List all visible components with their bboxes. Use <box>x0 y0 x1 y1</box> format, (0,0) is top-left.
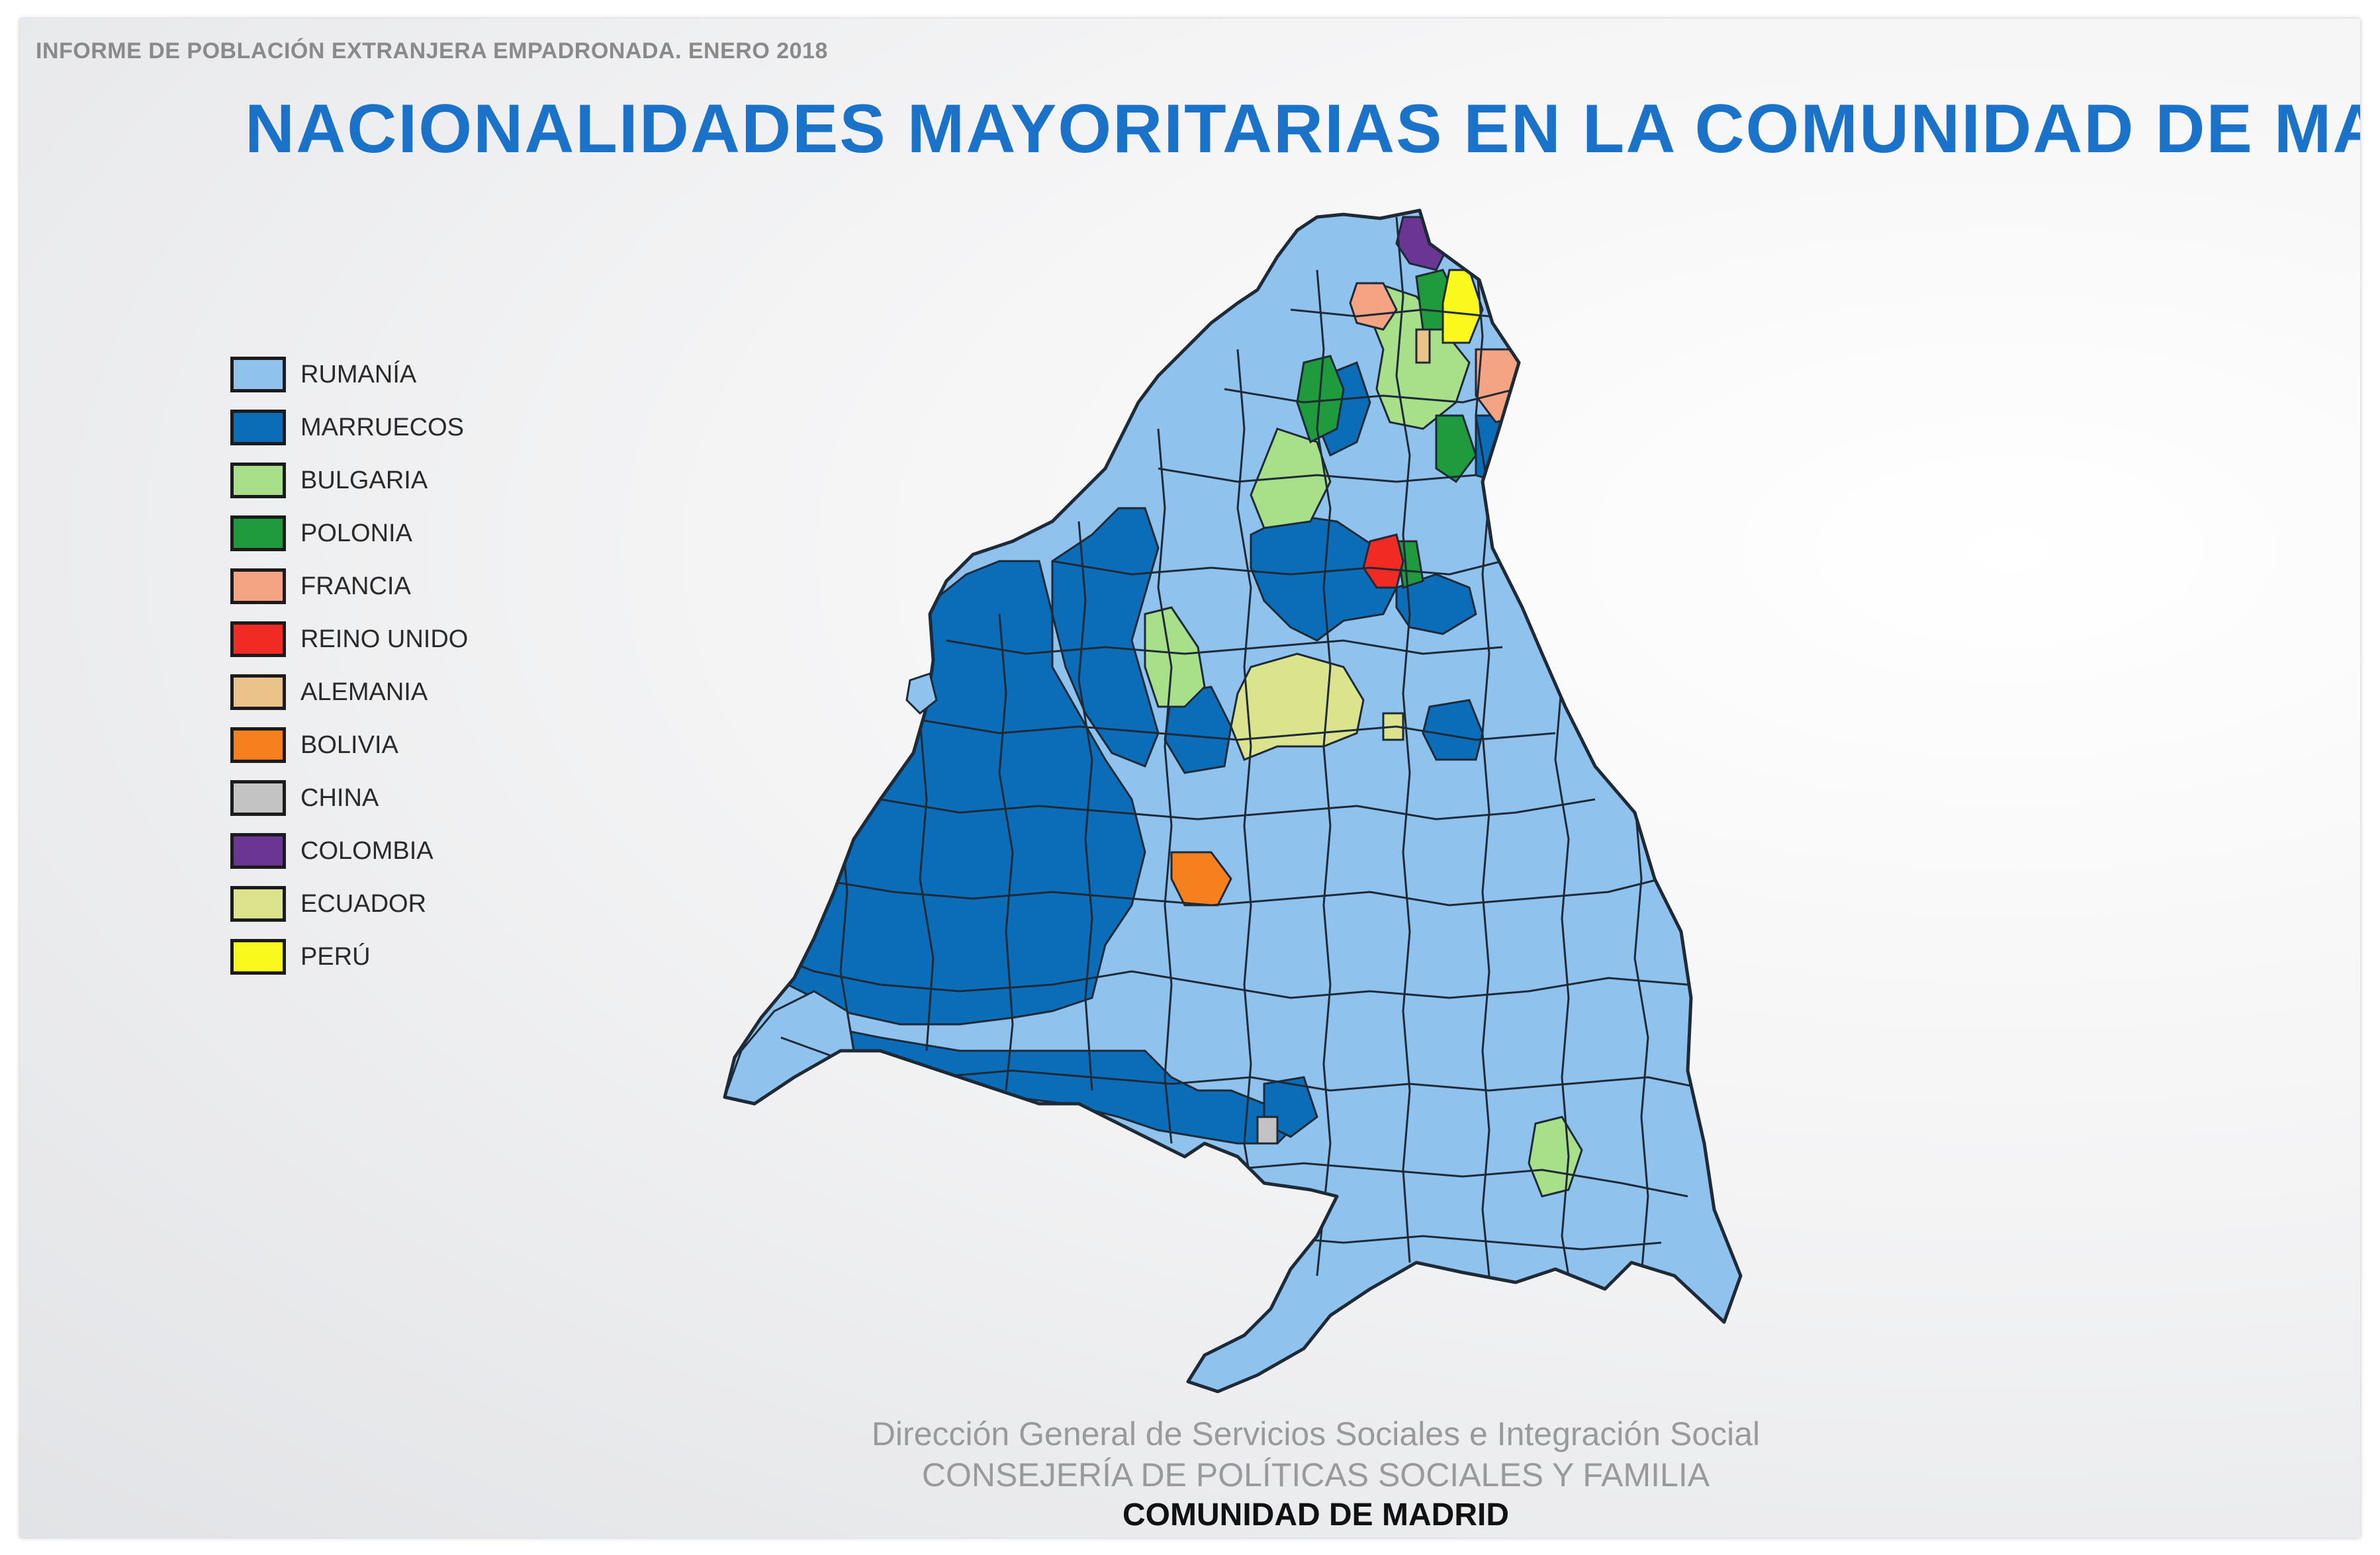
region-bulgaria-north <box>1250 427 1332 529</box>
legend-item-bulgaria: BULGARIA <box>230 459 508 511</box>
map-legend: RUMANÍA MARRUECOS BULGARIA POLONIA FRANC… <box>230 353 508 988</box>
border-line <box>1224 388 1516 404</box>
legend-label: FRANCIA <box>300 572 411 600</box>
border-line <box>919 719 935 1051</box>
border-line <box>1316 269 1332 1276</box>
region-base <box>725 210 1741 1392</box>
region-east-blue <box>1422 699 1484 761</box>
border-line <box>1263 1235 1662 1251</box>
legend-item-ecuador: ECUADOR <box>230 882 508 935</box>
slide: INFORME DE POBLACIÓN EXTRANJERA EMPADRON… <box>20 19 2360 1538</box>
legend-label: COLOMBIA <box>300 837 434 865</box>
region-southwest-lobe <box>725 990 855 1112</box>
border-line <box>1475 256 1490 1276</box>
legend-item-polonia: POLONIA <box>230 511 508 564</box>
legend-item-peru: PERÚ <box>230 935 508 988</box>
legend-swatch <box>230 780 286 816</box>
region-north-east-blue <box>1395 573 1477 635</box>
legend-label: ECUADOR <box>300 890 427 918</box>
border-line <box>1157 428 1173 1144</box>
footer-directorate: Dirección General de Servicios Sociales … <box>871 1415 1761 1452</box>
legend-label: BULGARIA <box>300 466 428 494</box>
legend-item-reino-unido: REINO UNIDO <box>230 617 508 670</box>
footer-ministry: CONSEJERÍA DE POLÍTICAS SOCIALES Y FAMIL… <box>921 1456 1710 1493</box>
page-title: NACIONALIDADES MAYORITARIAS EN LA COMUNI… <box>245 91 2360 167</box>
region-china <box>1256 1116 1279 1145</box>
border-line <box>1290 308 1490 318</box>
island-west <box>905 672 938 715</box>
legend-item-bolivia: BOLIVIA <box>230 723 508 776</box>
legend-swatch <box>230 463 286 498</box>
legend-swatch <box>230 515 286 551</box>
legend-swatch <box>230 939 286 975</box>
legend-swatch <box>230 357 286 392</box>
legend-item-rumania: RUMANÍA <box>230 353 508 406</box>
region-alemania <box>1415 328 1431 364</box>
legend-swatch <box>230 621 286 657</box>
legend-item-alemania: ALEMANIA <box>230 670 508 723</box>
legend-item-francia: FRANCIA <box>230 564 508 617</box>
border-line <box>998 613 1014 1091</box>
legend-swatch <box>230 833 286 869</box>
border-line <box>1077 521 1093 1091</box>
region-bulgaria-west <box>1144 606 1206 708</box>
legend-swatch <box>230 568 286 604</box>
region-bulgaria-south <box>1528 1116 1583 1198</box>
border-line <box>1395 216 1411 1263</box>
legend-swatch <box>230 674 286 710</box>
border-line <box>880 798 1596 821</box>
legend-label: PERÚ <box>300 943 371 971</box>
madrid-municipalities-map <box>723 208 1743 1394</box>
legend-label: REINO UNIDO <box>300 625 469 653</box>
region-francia-north-west <box>1349 282 1398 331</box>
legend-swatch <box>230 886 286 922</box>
legend-label: CHINA <box>300 784 379 812</box>
border-line <box>1633 799 1649 1276</box>
map-regions <box>725 210 1741 1392</box>
border-line <box>1554 600 1570 1276</box>
legend-swatch <box>230 727 286 763</box>
legend-label: BOLIVIA <box>300 731 398 759</box>
legend-item-colombia: COLOMBIA <box>230 829 508 882</box>
footer-region: COMUNIDAD DE MADRID <box>1122 1497 1509 1533</box>
legend-item-marruecos: MARRUECOS <box>230 406 508 459</box>
border-line <box>946 639 1503 655</box>
border-line <box>919 719 1556 741</box>
legend-item-china: CHINA <box>230 776 508 829</box>
legend-swatch <box>230 410 286 445</box>
border-line <box>1236 349 1252 1184</box>
border-line <box>1158 467 1477 483</box>
legend-label: ALEMANIA <box>300 678 428 706</box>
legend-label: RUMANÍA <box>300 361 417 388</box>
border-line <box>747 944 1688 999</box>
region-outline <box>723 208 1743 1394</box>
legend-label: POLONIA <box>300 519 412 547</box>
report-header: INFORME DE POBLACIÓN EXTRANJERA EMPADRON… <box>36 38 828 64</box>
legend-label: MARRUECOS <box>300 414 465 441</box>
border-line <box>1052 560 1503 576</box>
region-upper-west <box>1051 507 1160 768</box>
region-polonia-north-c <box>1435 414 1477 484</box>
